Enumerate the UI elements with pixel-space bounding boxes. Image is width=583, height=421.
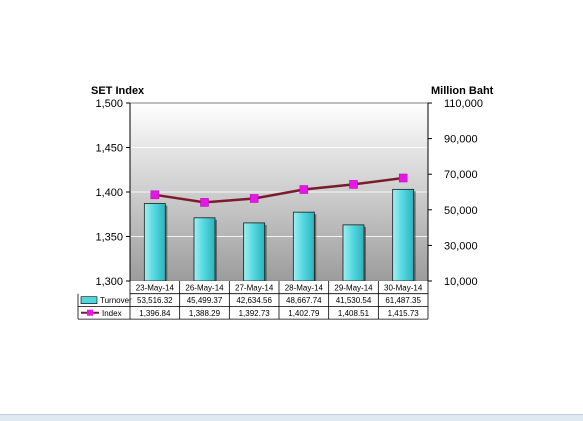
turnover-value: 41,530.54 — [336, 296, 372, 305]
category-label: 30-May-14 — [384, 284, 423, 293]
index-value: 1,408.51 — [338, 309, 370, 318]
index-point — [349, 180, 358, 189]
turnover-legend-label: Turnover — [100, 296, 132, 305]
index-legend-marker — [87, 309, 93, 316]
index-line-series — [150, 173, 408, 207]
index-point — [150, 190, 160, 200]
left-axis-title: SET Index — [91, 85, 145, 97]
index-point — [299, 185, 309, 194]
window-bottom-border — [0, 414, 583, 421]
index-line — [154, 176, 404, 204]
gridlines — [130, 147, 428, 237]
turnover-value: 61,487.35 — [385, 296, 421, 305]
turnover-bars — [143, 188, 416, 282]
turnover-bar — [243, 222, 266, 282]
index-legend-label: Index — [102, 309, 122, 318]
right-tick-label: 90,000 — [444, 134, 478, 146]
turnover-bar — [292, 211, 315, 282]
left-tick-label: 1,500 — [95, 98, 123, 110]
left-axis: 1,500 1,450 1,400 1,350 1,300 — [95, 98, 131, 288]
right-tick-label: 70,000 — [444, 169, 478, 181]
category-label: 23-May-14 — [136, 284, 175, 293]
turnover-bar — [193, 217, 216, 282]
index-point — [200, 198, 209, 207]
index-value: 1,402.79 — [288, 309, 320, 318]
right-axis: 110,000 90,000 70,000 50,000 30,000 10,000 — [427, 98, 483, 288]
index-value: 1,415.73 — [388, 309, 420, 318]
right-axis-title: Million Baht — [431, 85, 494, 97]
right-tick-label: 30,000 — [444, 240, 478, 252]
index-value: 1,396.84 — [139, 309, 171, 318]
data-table: 23-May-14 26-May-14 27-May-14 28-May-14 29-M… — [77, 281, 429, 320]
left-tick-label: 1,450 — [95, 143, 123, 155]
index-value: 1,388.29 — [189, 309, 221, 318]
right-tick-label: 50,000 — [444, 205, 478, 217]
left-tick-label: 1,350 — [95, 232, 123, 244]
category-label: 29-May-14 — [334, 284, 373, 293]
index-point — [249, 194, 259, 203]
turnover-value: 48,667.74 — [286, 296, 322, 305]
right-tick-label: 110,000 — [444, 98, 483, 110]
category-label: 27-May-14 — [235, 284, 274, 293]
right-tick-label: 10,000 — [444, 276, 478, 288]
turnover-bar — [143, 203, 166, 282]
turnover-bar — [392, 188, 415, 282]
turnover-value: 42,634.56 — [236, 296, 272, 305]
left-tick-label: 1,400 — [95, 187, 123, 199]
index-point — [398, 173, 408, 183]
left-tick-label: 1,300 — [95, 276, 123, 288]
turnover-value: 53,516.32 — [137, 296, 173, 305]
turnover-value: 45,499.37 — [187, 296, 223, 305]
category-label: 26-May-14 — [185, 284, 224, 293]
turnover-legend-key — [80, 296, 98, 305]
turnover-bar — [342, 224, 365, 282]
category-label: 28-May-14 — [285, 284, 324, 293]
index-value: 1,392.73 — [239, 309, 271, 318]
